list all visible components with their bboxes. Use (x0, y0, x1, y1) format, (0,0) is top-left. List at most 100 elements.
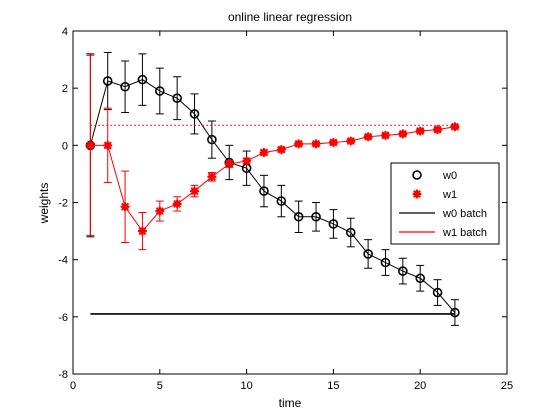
x-tick-label: 0 (70, 380, 76, 392)
series-w1 (85, 54, 460, 251)
error-bar (207, 120, 216, 159)
x-tick-label: 25 (501, 380, 513, 392)
data-point (120, 81, 130, 92)
legend-label: w0 (442, 170, 457, 182)
data-point (450, 122, 460, 132)
marker-stroke (451, 123, 459, 131)
legend-entry-w1: w1 (412, 189, 457, 201)
y-tick-label: 2 (62, 83, 68, 95)
error-bar (155, 67, 164, 115)
data-point (294, 139, 304, 149)
y-axis-label: weights (37, 183, 51, 225)
marker-stroke (260, 148, 268, 157)
error-bar (450, 299, 459, 326)
data-point (311, 211, 321, 222)
data-point (137, 226, 148, 236)
x-tick-label: 10 (240, 380, 252, 392)
data-point (380, 130, 391, 140)
data-point (450, 307, 460, 318)
data-point (189, 109, 200, 119)
data-point (120, 202, 130, 212)
error-bar (433, 279, 442, 306)
data-point (189, 186, 200, 196)
data-point (276, 196, 287, 206)
marker-stroke (381, 131, 390, 140)
data-point (363, 132, 373, 142)
data-point (432, 287, 443, 298)
y-tick-label: 0 (62, 140, 68, 152)
marker-stroke (190, 187, 199, 195)
marker-stroke (329, 138, 338, 147)
data-point (346, 136, 356, 146)
data-point (172, 93, 182, 103)
data-point (155, 206, 165, 216)
legend-entry-w0-batch: w0 batch (399, 208, 487, 220)
series-line (90, 126, 456, 232)
x-tick-label: 15 (327, 380, 339, 392)
data-point (103, 140, 113, 150)
marker-stroke (312, 140, 320, 148)
y-tick-label: -4 (58, 255, 68, 267)
marker-stroke (294, 140, 303, 148)
y-tick-label: -8 (58, 369, 68, 381)
legend-label: w0 batch (442, 208, 487, 220)
marker-stroke (208, 173, 216, 181)
marker-stroke (277, 145, 286, 154)
marker-stroke (399, 130, 407, 138)
marker-stroke (86, 141, 95, 150)
legend-label: w1 (442, 189, 457, 201)
error-bar (364, 239, 373, 269)
data-point (412, 189, 422, 199)
y-tick-label: 4 (62, 26, 68, 38)
error-bar (398, 257, 407, 285)
data-point (398, 266, 408, 276)
data-point (328, 219, 339, 229)
chart-title: online linear regression (228, 10, 352, 24)
data-point (207, 134, 217, 145)
data-point (259, 147, 269, 158)
data-point (85, 140, 95, 150)
error-bar (121, 60, 130, 113)
marker-stroke (433, 125, 442, 134)
error-bar (329, 209, 338, 239)
series-w0 (85, 51, 460, 326)
data-point (137, 74, 148, 85)
marker-stroke (138, 227, 147, 235)
error-bar (416, 264, 425, 292)
marker-stroke (347, 137, 355, 145)
data-point (398, 129, 408, 139)
error-bar (381, 249, 390, 276)
marker-stroke (242, 157, 251, 165)
error-bar (259, 174, 268, 208)
legend-label: w1 batch (442, 227, 487, 239)
data-point (242, 156, 252, 166)
marker-stroke (104, 141, 112, 150)
data-point (207, 172, 217, 182)
error-bar (312, 202, 321, 232)
data-point (155, 86, 165, 96)
marker-stroke (156, 207, 164, 215)
error-bar (138, 53, 147, 106)
legend: w0 w1 w0 batch w1 batch (390, 162, 500, 245)
data-point (259, 186, 269, 196)
marker-stroke (173, 200, 181, 208)
data-point (363, 249, 373, 259)
error-bar (346, 217, 355, 248)
data-point (311, 139, 321, 149)
data-point (380, 257, 391, 268)
legend-box (390, 162, 500, 245)
error-bar (294, 200, 303, 234)
error-bar (190, 93, 199, 135)
axes: 0 5 10 15 20 25 -8 -6 -4 -2 0 2 4 (58, 26, 513, 392)
data-point (415, 126, 425, 136)
error-bar (277, 184, 286, 218)
legend-entry-w0: w0 (412, 170, 457, 182)
marker-stroke (413, 190, 421, 198)
data-point (172, 199, 182, 209)
error-bar (173, 76, 182, 121)
marker-stroke (416, 127, 424, 135)
y-tick-label: -6 (58, 312, 68, 324)
legend-entry-w1-batch: w1 batch (399, 227, 487, 239)
marker-stroke (121, 203, 129, 211)
